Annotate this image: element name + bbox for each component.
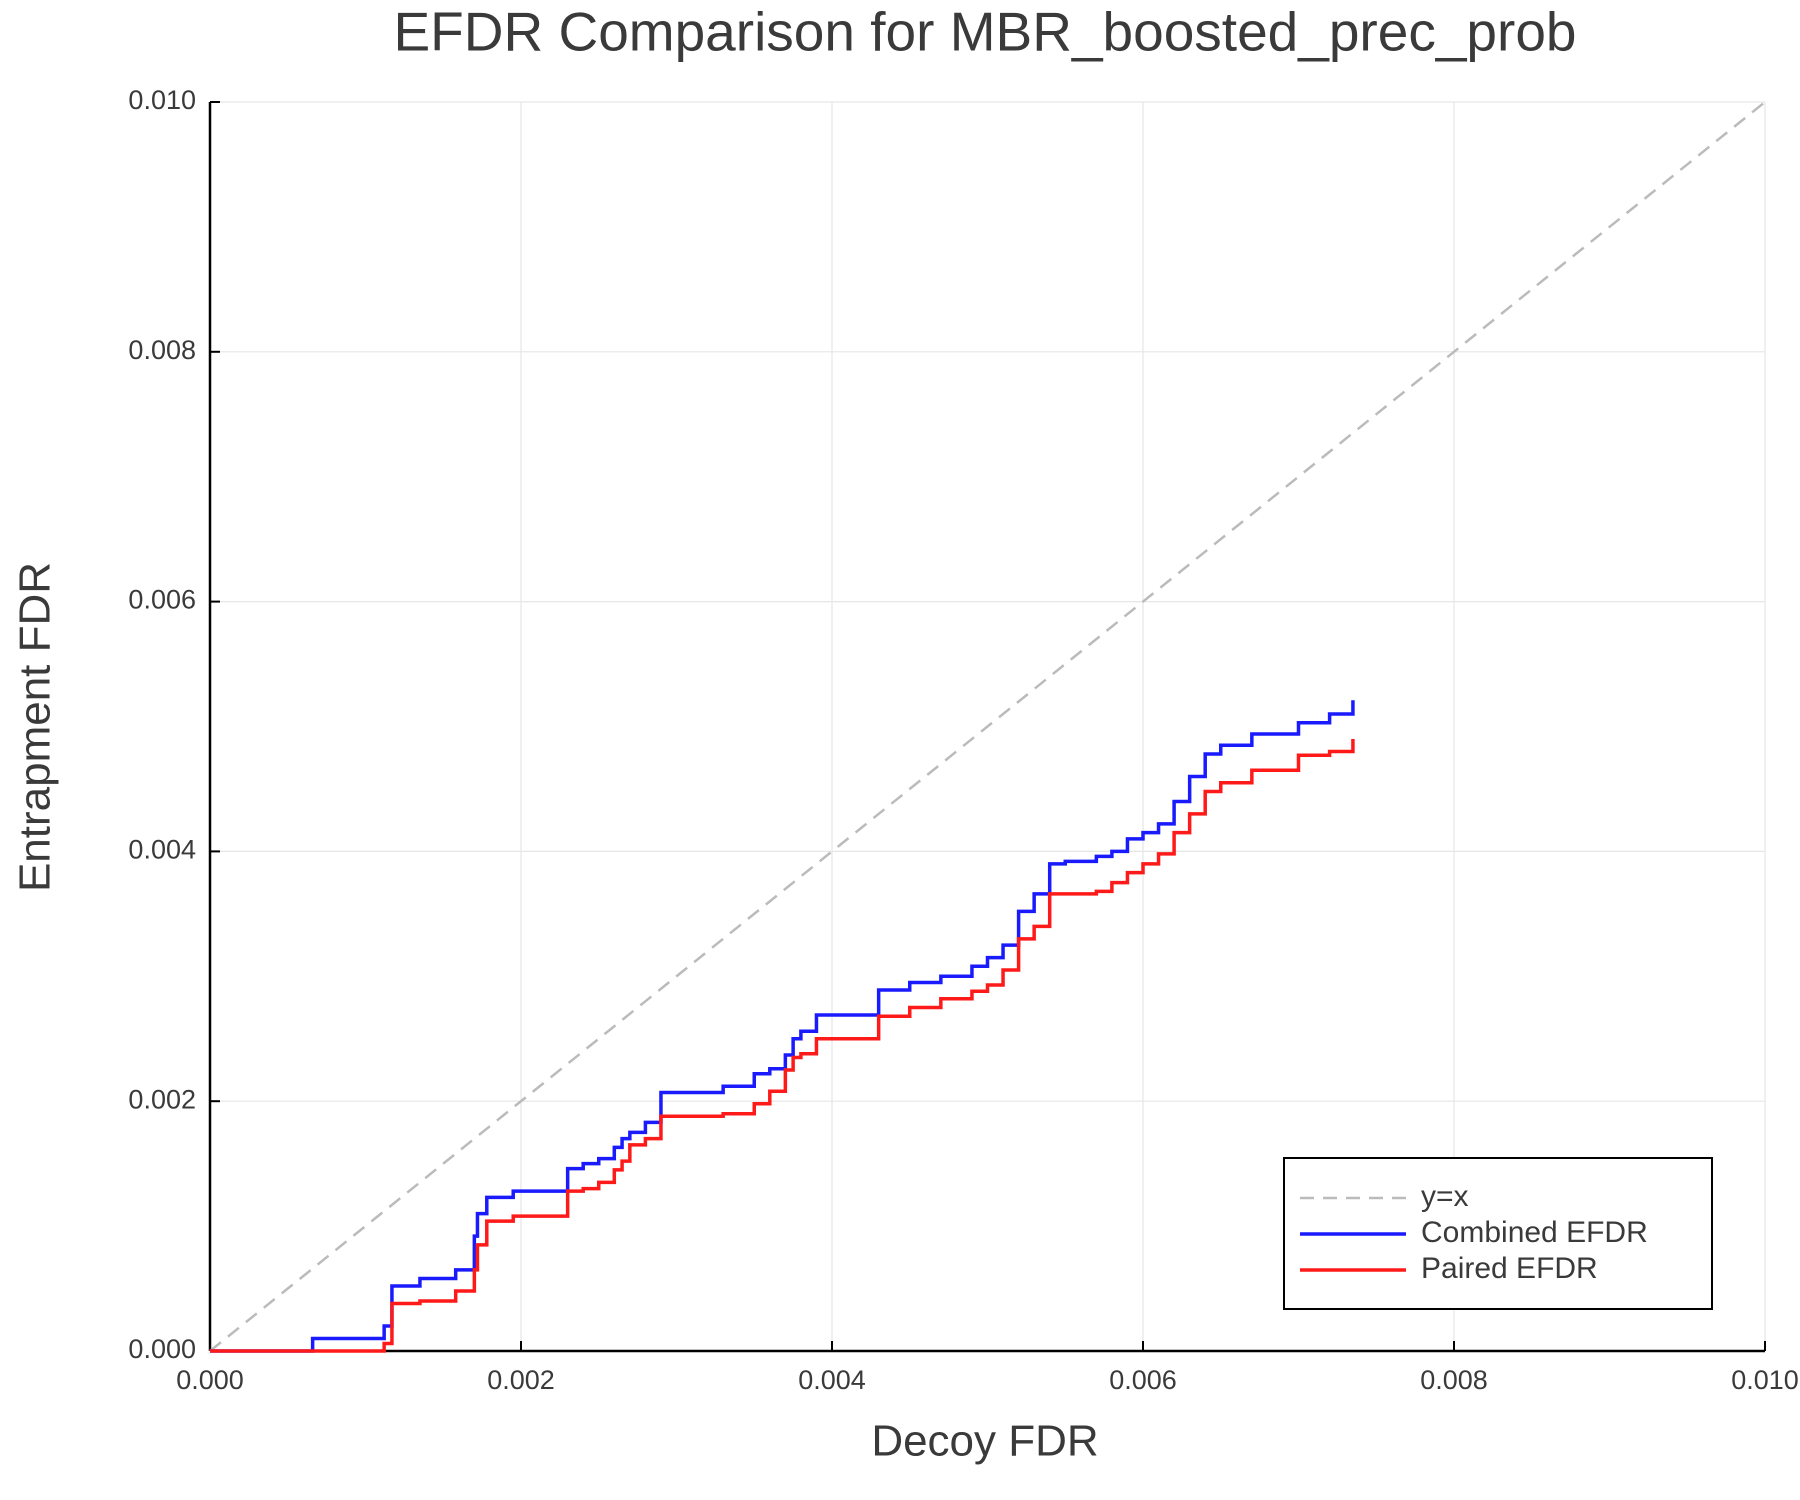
legend-label: Combined EFDR — [1421, 1216, 1648, 1249]
x-tick-label: 0.002 — [487, 1365, 555, 1395]
x-tick-label: 0.000 — [176, 1365, 244, 1395]
x-tick-label: 0.010 — [1731, 1365, 1799, 1395]
x-tick-label: 0.008 — [1420, 1365, 1488, 1395]
y-tick-label: 0.008 — [128, 335, 196, 365]
x-tick-label: 0.004 — [798, 1365, 866, 1395]
series-line — [209, 101, 1766, 1352]
y-tick-label: 0.006 — [128, 585, 196, 615]
y-tick-label: 0.010 — [128, 85, 196, 115]
y-tick-label: 0.000 — [128, 1334, 196, 1364]
x-axis-label: Decoy FDR — [871, 1417, 1098, 1466]
series-line — [210, 700, 1355, 1353]
legend-label: y=x — [1421, 1180, 1469, 1213]
series-line — [210, 738, 1355, 1353]
chart-title: EFDR Comparison for MBR_boosted_prec_pro… — [393, 1, 1576, 63]
legend-label: Paired EFDR — [1421, 1252, 1598, 1285]
y-tick-label: 0.004 — [128, 835, 196, 865]
y-axis-label: Entrapment FDR — [11, 562, 60, 892]
x-tick-label: 0.006 — [1109, 1365, 1177, 1395]
y-tick-label: 0.002 — [128, 1084, 196, 1114]
